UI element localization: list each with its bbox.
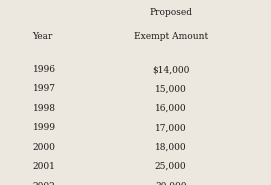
Text: 1997: 1997 (33, 84, 56, 93)
Text: Year: Year (33, 32, 53, 41)
Text: 17,000: 17,000 (155, 123, 186, 132)
Text: $14,000: $14,000 (152, 65, 189, 74)
Text: 1998: 1998 (33, 104, 56, 113)
Text: Exempt Amount: Exempt Amount (134, 32, 208, 41)
Text: 1999: 1999 (33, 123, 56, 132)
Text: 1996: 1996 (33, 65, 56, 74)
Text: 18,000: 18,000 (155, 143, 186, 152)
Text: 15,000: 15,000 (155, 84, 187, 93)
Text: 2002: 2002 (33, 181, 55, 185)
Text: 25,000: 25,000 (155, 162, 186, 171)
Text: 30,000: 30,000 (155, 181, 186, 185)
Text: 2000: 2000 (33, 143, 55, 152)
Text: 2001: 2001 (33, 162, 55, 171)
Text: 16,000: 16,000 (155, 104, 186, 113)
Text: Proposed: Proposed (149, 8, 192, 17)
